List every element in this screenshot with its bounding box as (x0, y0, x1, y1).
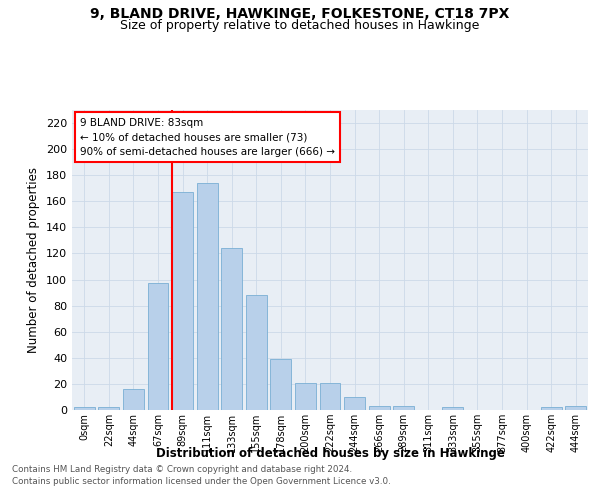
Bar (442, 408, 463, 410)
Bar (541, 408, 562, 410)
Bar (172, 192, 193, 410)
Bar (393, 406, 414, 410)
Bar (295, 382, 316, 410)
Text: 9 BLAND DRIVE: 83sqm
← 10% of detached houses are smaller (73)
90% of semi-detac: 9 BLAND DRIVE: 83sqm ← 10% of detached h… (80, 118, 335, 157)
Text: 9, BLAND DRIVE, HAWKINGE, FOLKESTONE, CT18 7PX: 9, BLAND DRIVE, HAWKINGE, FOLKESTONE, CT… (91, 8, 509, 22)
Text: Distribution of detached houses by size in Hawkinge: Distribution of detached houses by size … (155, 448, 505, 460)
Bar (320, 382, 340, 410)
Bar (246, 295, 267, 410)
Text: Contains public sector information licensed under the Open Government Licence v3: Contains public sector information licen… (12, 477, 391, 486)
Bar (271, 359, 292, 410)
Bar (368, 406, 389, 410)
Text: Contains HM Land Registry data © Crown copyright and database right 2024.: Contains HM Land Registry data © Crown c… (12, 465, 352, 474)
Y-axis label: Number of detached properties: Number of detached properties (28, 167, 40, 353)
Bar (98, 408, 119, 410)
Bar (123, 389, 144, 410)
Bar (197, 183, 218, 410)
Bar (221, 248, 242, 410)
Bar (565, 406, 586, 410)
Bar (74, 408, 95, 410)
Bar (148, 284, 169, 410)
Text: Size of property relative to detached houses in Hawkinge: Size of property relative to detached ho… (121, 18, 479, 32)
Bar (344, 397, 365, 410)
